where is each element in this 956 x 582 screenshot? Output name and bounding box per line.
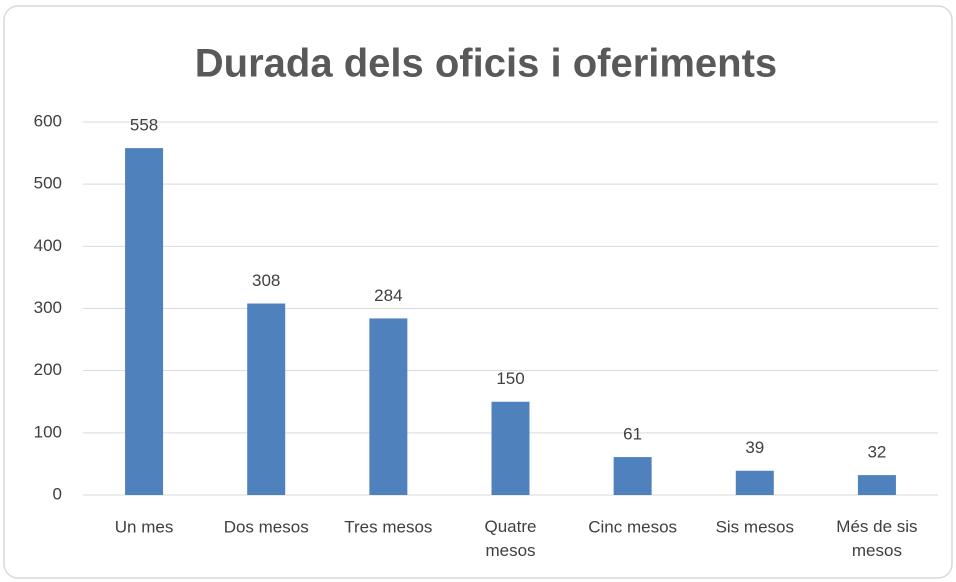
bar	[735, 470, 774, 495]
data-label: 32	[867, 443, 886, 462]
bar	[613, 457, 652, 495]
data-label: 284	[374, 286, 402, 305]
data-label: 558	[130, 116, 158, 135]
bar	[369, 318, 408, 495]
bar	[125, 148, 164, 496]
x-tick-label: Cinc mesos	[588, 517, 677, 536]
y-tick-label: 200	[34, 360, 62, 379]
y-tick-label: 600	[34, 111, 62, 130]
x-tick-label: Quatre mesos	[485, 517, 537, 560]
bar	[491, 401, 530, 495]
chart-title: Durada dels oficis i oferiments	[195, 42, 777, 86]
bar	[857, 475, 896, 495]
bar	[247, 303, 286, 495]
y-tick-label: 300	[34, 298, 62, 317]
x-tick-label: Tres mesos	[344, 517, 432, 536]
data-label: 308	[252, 271, 280, 290]
chart-frame	[3, 5, 953, 579]
data-label: 39	[745, 438, 764, 457]
y-tick-label: 100	[34, 422, 62, 441]
x-tick-label: Més de sis mesos	[836, 517, 917, 560]
y-tick-label: 400	[34, 236, 62, 255]
x-tick-label: Dos mesos	[224, 517, 309, 536]
x-tick-label: Sis mesos	[716, 517, 794, 536]
y-tick-label: 0	[53, 484, 62, 503]
data-label: 61	[623, 425, 642, 444]
data-label: 150	[496, 369, 524, 388]
x-tick-label: Un mes	[115, 517, 174, 536]
y-tick-label: 500	[34, 174, 62, 193]
